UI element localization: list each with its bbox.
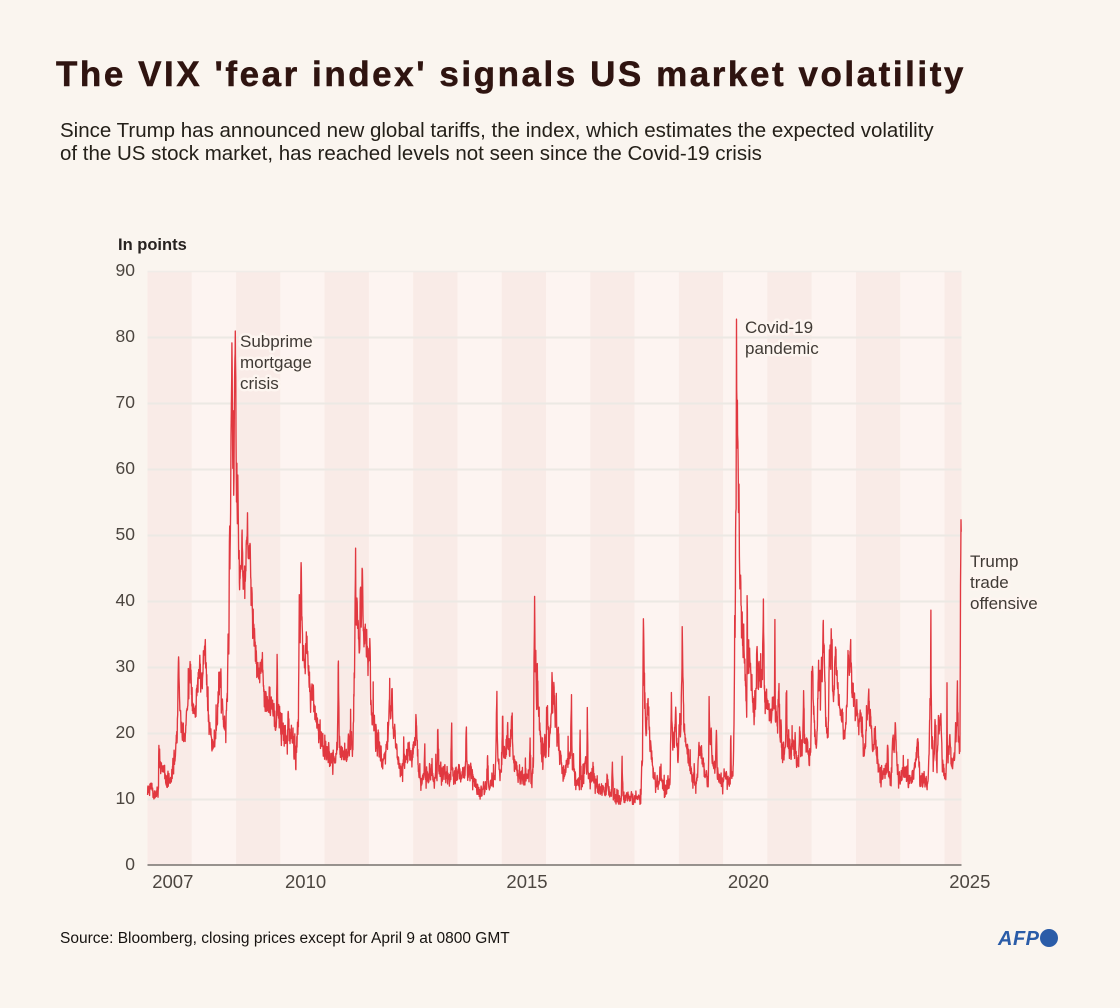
svg-text:30: 30 xyxy=(116,656,136,676)
svg-text:crisis: crisis xyxy=(240,374,279,393)
svg-text:50: 50 xyxy=(116,524,136,544)
svg-text:2010: 2010 xyxy=(285,871,326,892)
svg-text:trade: trade xyxy=(970,573,1009,592)
svg-text:60: 60 xyxy=(116,458,136,478)
svg-text:10: 10 xyxy=(116,788,136,808)
svg-text:In points: In points xyxy=(118,236,187,254)
svg-text:2015: 2015 xyxy=(506,871,547,892)
svg-text:2020: 2020 xyxy=(728,871,769,892)
svg-text:90: 90 xyxy=(116,260,136,280)
svg-text:offensive: offensive xyxy=(970,594,1038,613)
svg-text:Subprime: Subprime xyxy=(240,332,313,351)
svg-text:20: 20 xyxy=(116,722,136,742)
svg-text:2025: 2025 xyxy=(949,871,990,892)
svg-text:70: 70 xyxy=(116,392,136,412)
svg-text:Trump: Trump xyxy=(970,552,1019,571)
svg-text:Covid-19: Covid-19 xyxy=(745,318,813,337)
svg-text:pandemic: pandemic xyxy=(745,339,819,358)
svg-text:0: 0 xyxy=(125,854,135,874)
svg-text:mortgage: mortgage xyxy=(240,353,312,372)
svg-text:80: 80 xyxy=(116,326,136,346)
svg-text:40: 40 xyxy=(116,590,136,610)
svg-text:2007: 2007 xyxy=(152,871,193,892)
